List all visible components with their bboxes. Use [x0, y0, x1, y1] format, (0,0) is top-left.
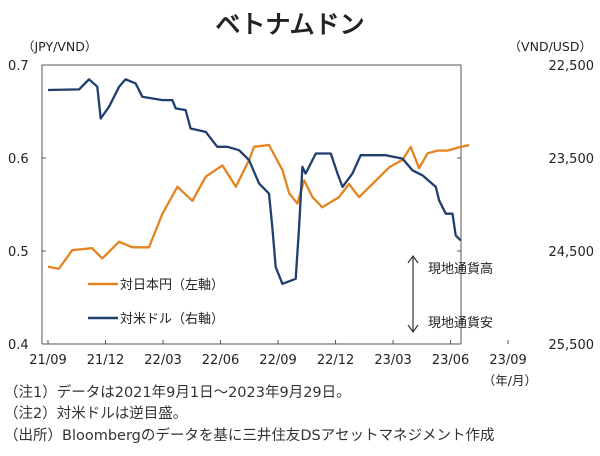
double-arrow-icon	[407, 254, 419, 334]
legend-label-usd: 対米ドル（右軸）	[120, 312, 224, 327]
legend-label-jpy: 対日本円（左軸）	[120, 278, 224, 293]
series-line-jpy	[47, 143, 470, 270]
right-tick-label: 24,500	[549, 245, 595, 260]
series-line-usd	[47, 78, 462, 285]
right-axis-label: （VND/USD）	[509, 39, 592, 54]
x-tick-label: 22/12	[317, 353, 354, 368]
x-tick-label: 21/09	[29, 353, 66, 368]
plot-frame	[42, 65, 461, 344]
note-1: （注1）データは2021年9月1日～2023年9月29日。	[4, 383, 351, 401]
x-axis-label: （年/月）	[483, 373, 537, 388]
left-tick-label: 0.6	[8, 152, 29, 167]
x-tick-label: 21/12	[87, 353, 124, 368]
left-axis-label: （JPY/VND）	[22, 39, 97, 54]
right-tick-label: 23,500	[549, 152, 595, 167]
x-tick-label: 23/09	[489, 353, 526, 368]
left-tick-label: 0.4	[8, 338, 29, 353]
right-tick-label: 25,500	[549, 338, 595, 353]
annotation-down: 現地通貨安	[428, 315, 493, 331]
chart-title: ベトナムドン	[215, 10, 364, 39]
note-2: （注2）対米ドルは逆目盛。	[4, 405, 187, 422]
right-tick-label: 22,500	[549, 59, 595, 74]
x-tick-label: 22/06	[202, 353, 239, 368]
x-tick-label: 22/03	[144, 353, 181, 368]
x-tick-label: 23/03	[374, 353, 411, 368]
x-tick-label: 23/06	[432, 353, 469, 368]
note-source: （出所）Bloombergのデータを基に三井住友DSアセットマネジメント作成	[4, 426, 494, 444]
x-tick-label: 22/09	[259, 353, 296, 368]
left-tick-label: 0.7	[8, 59, 29, 74]
left-tick-label: 0.5	[8, 245, 29, 260]
annotation-up: 現地通貨高	[428, 261, 493, 277]
